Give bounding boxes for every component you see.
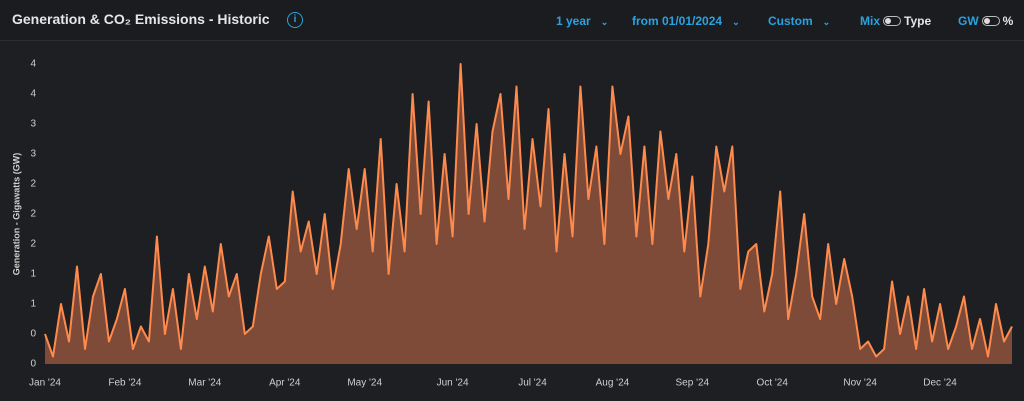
x-tick-label: Jun '24 [437,378,469,389]
toggle-right: % [1002,14,1014,28]
toggle-left: Mix [860,14,881,28]
y-tick-label: 0 [30,359,36,370]
line [44,63,1013,358]
x-tick-label: Feb '24 [108,378,141,389]
x-tick-label: Jan '24 [29,378,61,389]
x-tick-label: Oct '24 [757,378,789,389]
x-tick-label: Dec '24 [923,378,957,389]
period-label: 1 year [556,14,591,28]
y-tick-label: 1 [30,269,36,280]
unit-toggle[interactable]: GW% [958,14,1013,28]
y-tick-label: 2 [30,209,36,220]
x-tick-label: Jul '24 [518,378,547,389]
x-tick-label: Nov '24 [843,378,877,389]
x-tick-label: Aug '24 [596,378,630,389]
y-tick-label: 3 [30,149,36,160]
mix-toggle[interactable]: Mix Type [860,14,931,28]
y-axis-label: Generation - Gigawatts (GW) [11,153,21,276]
period-select[interactable]: 1 year ⌄ [556,14,609,28]
toggle-right: Type [904,14,932,28]
x-tick-label: Sep '24 [676,378,710,389]
y-tick-label: 1 [30,299,36,310]
y-tick-label: 0 [30,329,36,340]
chart: Generation - Gigawatts (GW) 0 0 1 1 2 2 2 3 3 4 4 J… [11,59,1013,389]
title: Generation & CO₂ Emissions - Historic [12,11,270,27]
custom-label: Custom [768,14,813,28]
date-select[interactable]: from 01/01/2024 ⌄ [632,14,740,28]
date-label: from 01/01/2024 [632,14,723,28]
toggle-left: GW [958,14,979,28]
area-fill [45,64,1012,364]
y-tick-label: 4 [30,59,36,70]
info-icon[interactable]: i [287,12,303,28]
header: Generation & CO₂ Emissions - Historic i … [0,0,1024,41]
x-tick-label: Mar '24 [188,378,221,389]
x-tick-label: May '24 [347,378,382,389]
x-tick-label: Apr '24 [269,378,301,389]
y-tick-label: 4 [30,89,36,100]
y-tick-label: 3 [30,119,36,130]
custom-select[interactable]: Custom ⌄ [768,14,831,28]
y-tick-label: 2 [30,239,36,250]
y-tick-label: 2 [30,179,36,190]
